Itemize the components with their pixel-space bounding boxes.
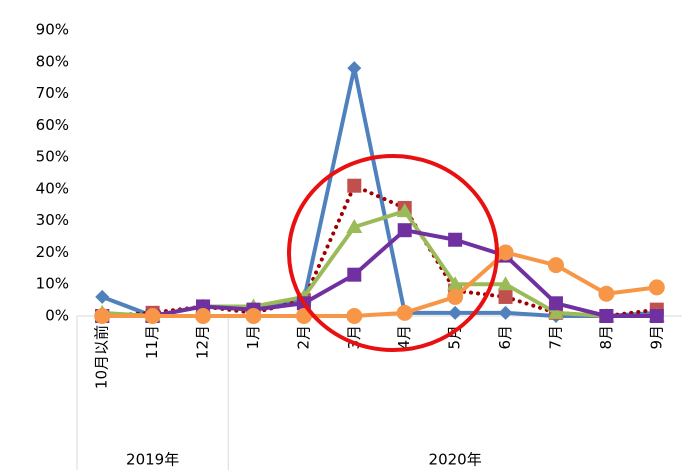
data-point bbox=[599, 309, 614, 323]
x-tick-label: 8月 bbox=[597, 325, 615, 350]
group-label: 2020年 bbox=[429, 451, 482, 469]
series-line bbox=[100, 250, 659, 318]
data-point bbox=[347, 61, 362, 76]
x-tick-label: 4月 bbox=[395, 325, 413, 350]
data-point bbox=[447, 288, 464, 305]
y-tick-label: 20% bbox=[36, 243, 69, 261]
data-point bbox=[347, 178, 362, 193]
data-point bbox=[548, 296, 563, 311]
data-point bbox=[448, 305, 463, 320]
x-tick-label: 7月 bbox=[546, 325, 564, 350]
data-point bbox=[144, 308, 161, 324]
data-point bbox=[547, 257, 564, 274]
plot-area: 0% 10% 20% 30% 40% 50% 60% 70% 80% 90% 10月以前 11月 12月… bbox=[36, 21, 682, 470]
group-label: 2019年 bbox=[126, 451, 179, 469]
y-tick-label: 40% bbox=[36, 179, 69, 197]
y-tick-label: 30% bbox=[36, 211, 69, 229]
series-line bbox=[100, 228, 659, 318]
data-point bbox=[497, 244, 514, 261]
data-point bbox=[547, 304, 564, 319]
data-point bbox=[397, 223, 412, 238]
y-tick-label: 50% bbox=[36, 148, 69, 166]
data-point bbox=[95, 289, 110, 304]
data-point bbox=[649, 309, 664, 323]
data-point bbox=[598, 285, 615, 302]
x-tick-label: 9月 bbox=[647, 325, 665, 350]
x-tick-label: 1月 bbox=[244, 325, 262, 350]
data-point bbox=[447, 276, 464, 291]
y-tick-label: 90% bbox=[36, 21, 69, 39]
x-tick-label: 11月 bbox=[143, 325, 161, 359]
y-tick-label: 0% bbox=[45, 307, 69, 325]
data-point bbox=[648, 279, 665, 296]
data-point bbox=[498, 305, 513, 320]
data-point bbox=[396, 304, 413, 321]
y-tick-label: 80% bbox=[36, 52, 69, 70]
x-tick-label: 10月以前 bbox=[93, 325, 111, 389]
x-tick-label: 5月 bbox=[446, 325, 464, 350]
series-line bbox=[100, 209, 659, 318]
data-point bbox=[245, 308, 262, 324]
highlight-circle bbox=[287, 154, 499, 352]
data-point bbox=[346, 308, 363, 324]
x-tick-label: 6月 bbox=[496, 325, 514, 350]
data-point bbox=[346, 219, 363, 234]
data-point bbox=[195, 308, 212, 324]
data-point bbox=[448, 232, 463, 247]
y-tick-label: 10% bbox=[36, 275, 69, 293]
series-line bbox=[100, 66, 659, 318]
data-point bbox=[497, 276, 514, 291]
data-point bbox=[396, 203, 413, 218]
data-point bbox=[347, 267, 362, 282]
x-tick-label: 12月 bbox=[194, 325, 212, 359]
x-tick-label: 2月 bbox=[294, 325, 312, 350]
y-tick-label: 70% bbox=[36, 84, 69, 102]
y-tick-label: 60% bbox=[36, 116, 69, 134]
data-point bbox=[498, 289, 513, 304]
data-point bbox=[94, 308, 111, 324]
